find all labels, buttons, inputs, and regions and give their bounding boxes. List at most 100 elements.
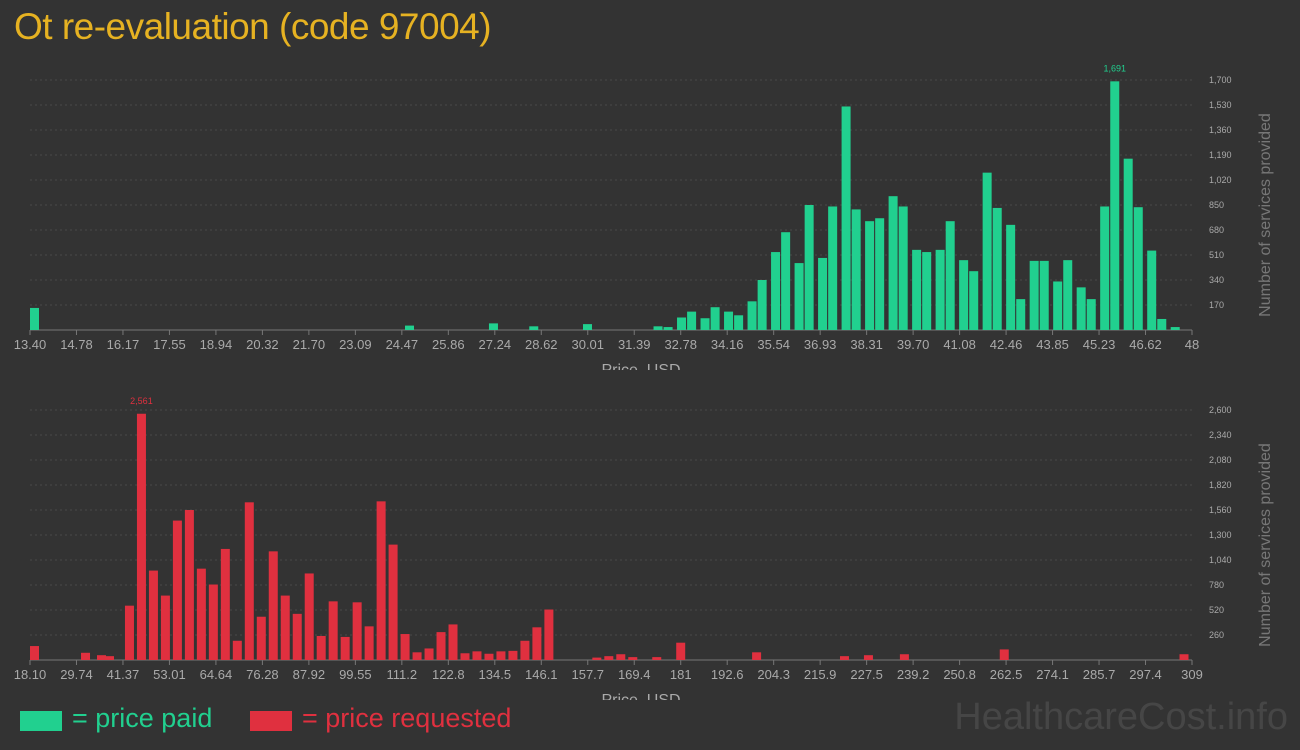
requested-x-tick-label: 122.8 [432,667,465,682]
paid-bar [804,205,814,330]
paid-x-tick-label: 31.39 [618,337,651,352]
paid-x-tick-label: 41.08 [943,337,976,352]
requested-bar [436,632,446,660]
paid-bar [888,196,898,330]
requested-peak-label: 2,561 [130,396,153,406]
requested-x-tick-label: 285.7 [1083,667,1116,682]
paid-x-tick-label: 48 [1185,337,1199,352]
requested-x-tick-label: 53.01 [153,667,186,682]
paid-bar [757,280,767,330]
paid-bar [710,307,720,330]
requested-bar [81,652,91,660]
paid-bar [663,327,673,330]
paid-bar [898,206,908,330]
requested-x-tick-label: 227.5 [850,667,883,682]
requested-bar [460,653,470,660]
requested-x-tick-label: 87.92 [293,667,326,682]
requested-x-tick-label: 204.3 [757,667,790,682]
paid-bar [1086,299,1096,330]
requested-bar [136,413,146,660]
paid-bar [677,317,687,330]
requested-bar [496,651,506,660]
requested-x-tick-label: 76.28 [246,667,279,682]
requested-bar [544,609,554,660]
requested-bar [292,613,302,660]
requested-bar [304,573,314,660]
requested-bar [196,568,206,660]
paid-x-tick-label: 20.32 [246,337,279,352]
paid-x-tick-label: 30.01 [571,337,604,352]
paid-x-tick-label: 35.54 [757,337,790,352]
requested-bar [999,649,1009,660]
paid-bar [935,249,945,330]
requested-x-tick-label: 18.10 [14,667,47,682]
requested-bar [184,510,194,660]
requested-bar [424,648,434,660]
requested-x-tick-label: 41.37 [107,667,140,682]
paid-bar [1170,327,1180,330]
paid-x-tick-label: 17.55 [153,337,186,352]
paid-bar [529,326,539,330]
requested-bar [400,634,410,660]
paid-bar [747,301,757,330]
requested-bar [604,656,614,660]
requested-bar [376,501,386,660]
requested-bar [592,657,602,660]
requested-x-tick-label: 215.9 [804,667,837,682]
paid-x-tick-label: 46.62 [1129,337,1162,352]
page-title: Ot re-evaluation (code 97004) [14,6,492,47]
paid-bar [992,207,1002,330]
requested-y-axis-label: Number of services provided [1257,443,1274,647]
requested-x-tick-label: 169.4 [618,667,651,682]
requested-bar [172,520,182,660]
paid-x-tick-label: 14.78 [60,337,93,352]
paid-x-tick-label: 25.86 [432,337,465,352]
paid-x-tick-label: 34.16 [711,337,744,352]
requested-bar [628,657,638,660]
requested-bar [316,635,326,660]
chart-price-paid: 170 340 510 680 850 1,020 1,190 1,360 1,530 1,700… [14,63,1274,370]
requested-bar [520,640,530,660]
paid-bar [1157,318,1167,330]
paid-bar [1053,281,1063,330]
paid-x-tick-label: 24.47 [386,337,419,352]
paid-bar [828,206,838,330]
paid-y-tick-label: 1,190 [1209,150,1232,160]
paid-bar [1076,287,1086,330]
paid-bar [945,221,955,330]
requested-x-tick-label: 146.1 [525,667,558,682]
requested-y-tick-label: 260 [1209,630,1224,640]
requested-bar [676,642,686,660]
requested-x-tick-label: 250.8 [943,667,976,682]
paid-x-tick-label: 43.85 [1036,337,1069,352]
paid-x-tick-label: 16.17 [107,337,140,352]
requested-bar [1179,654,1189,660]
paid-bar [794,263,804,330]
requested-bar [30,646,39,660]
paid-y-tick-label: 1,530 [1209,100,1232,110]
requested-bar [388,544,398,660]
requested-bar [148,570,158,660]
paid-bar [851,209,861,330]
requested-y-tick-label: 1,820 [1209,480,1232,490]
paid-bar [1016,299,1026,330]
paid-bar [734,315,744,330]
requested-bar [508,650,518,660]
requested-bar [839,656,849,660]
requested-x-tick-label: 274.1 [1036,667,1069,682]
paid-bar [488,323,498,330]
requested-bar [232,640,242,660]
paid-peak-label: 1,691 [1103,63,1126,73]
chart-price-requested: 260 520 780 1,040 1,300 1,560 1,820 2,080 2,340 2… [14,396,1274,700]
paid-x-tick-label: 39.70 [897,337,930,352]
paid-x-tick-label: 36.93 [804,337,837,352]
paid-y-tick-label: 850 [1209,200,1224,210]
paid-bar [818,257,828,330]
watermark: HealthcareCost.info [954,696,1288,738]
requested-bar [412,652,422,660]
paid-bar [1006,224,1016,330]
paid-bar [1147,250,1157,330]
legend-paid-swatch [20,711,62,731]
requested-bar [280,595,290,660]
requested-y-tick-label: 2,340 [1209,430,1232,440]
